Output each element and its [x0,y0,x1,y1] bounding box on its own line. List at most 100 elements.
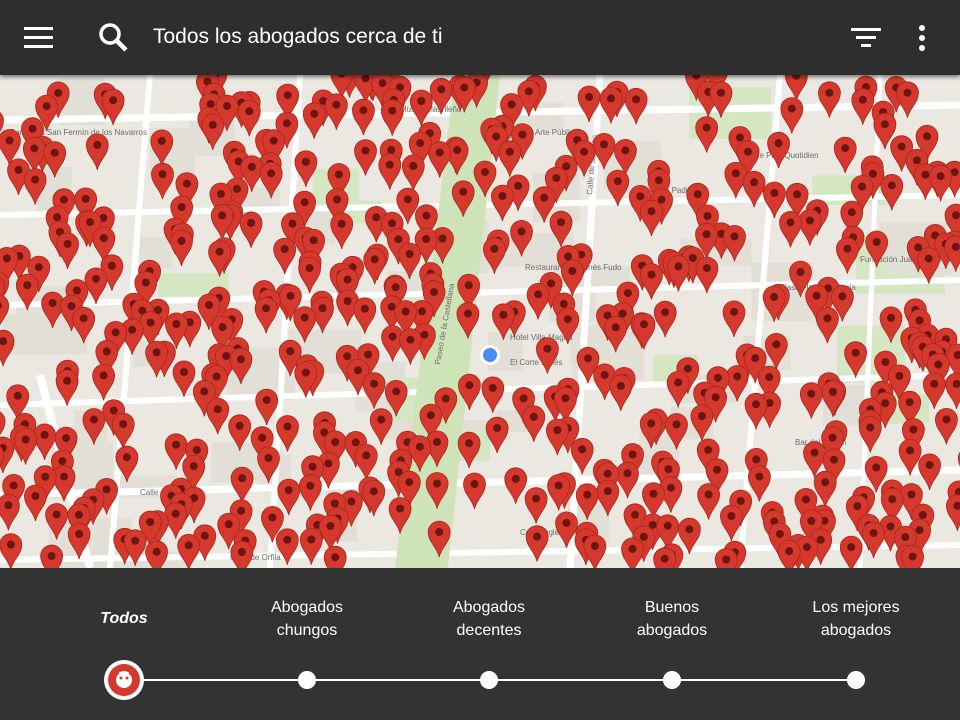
lawyer-pin[interactable] [45,503,68,540]
lawyer-pin[interactable] [427,520,451,558]
lawyer-pin[interactable] [0,110,4,146]
lawyer-pin[interactable] [639,412,663,449]
lawyer-pin[interactable] [452,76,476,113]
lawyer-pin[interactable] [363,247,387,285]
lawyer-pin[interactable] [757,365,781,403]
lawyer-pin[interactable] [408,435,432,472]
lawyer-pin[interactable] [517,80,541,117]
lawyer-pin[interactable] [276,415,299,452]
lawyer-pin[interactable] [798,209,822,246]
lawyer-pin[interactable] [229,347,253,385]
lawyer-pin[interactable] [839,535,863,568]
lawyer-pin[interactable] [864,456,888,493]
lawyer-pin[interactable] [384,380,408,417]
lawyer-pin[interactable] [85,133,109,170]
lawyer-pin[interactable] [67,522,91,560]
lawyer-pin[interactable] [504,467,528,504]
lawyer-pin[interactable] [549,210,573,248]
lawyer-pin[interactable] [425,430,449,467]
lawyer-pin[interactable] [451,180,475,217]
lawyer-pin[interactable] [640,199,663,237]
lawyer-pin[interactable] [748,465,771,502]
lawyer-pin[interactable] [902,418,925,455]
lawyer-pin[interactable] [378,153,402,190]
lawyer-pin[interactable] [397,470,421,508]
lawyer-pin[interactable] [228,414,252,451]
lawyer-pin[interactable] [522,405,546,442]
lawyer-pin[interactable] [720,504,743,542]
lawyer-pin[interactable] [821,380,845,417]
lawyer-pin[interactable] [84,267,108,304]
lawyer-pin[interactable] [396,187,420,225]
lawyer-pin[interactable] [134,271,158,308]
lawyer-pin[interactable] [14,428,38,465]
lawyer-pin[interactable] [336,268,359,305]
lawyer-pin[interactable] [172,360,196,397]
lawyer-pin[interactable] [463,472,486,510]
lawyer-pin[interactable] [24,484,47,522]
lawyer-pin[interactable] [298,474,322,511]
lawyer-pin[interactable] [293,306,317,343]
lawyer-pin[interactable] [273,237,297,275]
lawyer-pin[interactable] [599,87,623,124]
lawyer-pin[interactable] [0,493,20,531]
lawyer-pin[interactable] [316,452,340,489]
lawyer-pin[interactable] [115,445,139,483]
lawyer-pin[interactable] [714,548,738,569]
lawyer-pin[interactable] [362,479,386,517]
lawyer-pin[interactable] [425,472,449,509]
lawyer-pin[interactable] [54,426,78,464]
lawyer-pin[interactable] [789,260,812,298]
lawyer-pin[interactable] [0,444,5,480]
lawyer-pin[interactable] [210,204,234,241]
lawyer-pin[interactable] [779,211,802,248]
lawyer-pin[interactable] [381,325,405,362]
lawyer-pin[interactable] [324,93,348,130]
lawyer-pin[interactable] [526,283,550,320]
lawyer-pin[interactable] [623,503,647,540]
lawyer-pin[interactable] [52,465,76,502]
lawyer-pin[interactable] [935,408,958,445]
lawyer-pin[interactable] [532,186,556,223]
lawyer-pin[interactable] [353,297,377,334]
lawyer-pin[interactable] [725,365,749,402]
lawyer-pin[interactable] [831,285,854,322]
lawyer-pin[interactable] [211,315,234,353]
lawyer-pin[interactable] [743,346,767,384]
lawyer-pin[interactable] [369,408,393,445]
lawyer-pin[interactable] [554,386,577,424]
lawyer-pin[interactable] [145,540,169,568]
lawyer-pin[interactable] [695,256,719,294]
lawyer-pin[interactable] [697,483,720,520]
lawyer-pin[interactable] [92,364,115,401]
lawyer-pin[interactable] [298,256,322,294]
lawyer-pin[interactable] [685,75,708,101]
lawyer-pin[interactable] [780,97,804,134]
lawyer-pin[interactable] [43,141,67,178]
lawyer-pin[interactable] [262,129,286,166]
lawyer-pin[interactable] [944,235,960,272]
lawyer-pin[interactable] [318,514,342,552]
lawyer-pin[interactable] [609,374,633,411]
lawyer-pin[interactable] [254,296,278,334]
lawyer-pin[interactable] [840,200,864,238]
lawyer-pin[interactable] [206,397,230,435]
lawyer-pin[interactable] [915,124,939,162]
lawyer-pin[interactable] [182,454,206,492]
lawyer-pin[interactable] [354,139,377,176]
lawyer-pin[interactable] [394,300,418,337]
lawyer-pin[interactable] [762,285,786,322]
lawyer-pin[interactable] [621,537,644,568]
lawyer-pin[interactable] [744,392,768,430]
lawyer-pin[interactable] [175,172,199,209]
lawyer-pin[interactable] [614,139,637,176]
lawyer-pin[interactable] [686,182,710,220]
lawyer-pin[interactable] [46,81,70,118]
lawyer-pin[interactable] [604,315,628,353]
lawyer-pin[interactable] [592,133,616,170]
lawyer-pin[interactable] [862,521,885,559]
lawyer-pin[interactable] [276,83,300,121]
slider-knob[interactable] [480,671,498,689]
lawyer-pin[interactable] [150,129,174,166]
lawyer-pin[interactable] [330,212,354,249]
